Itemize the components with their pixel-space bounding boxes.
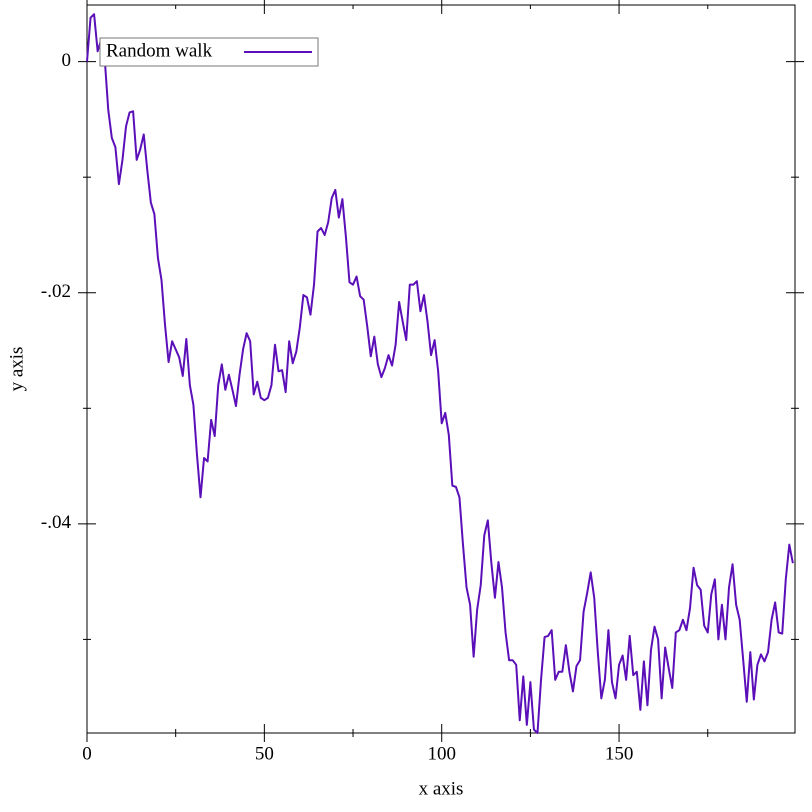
legend: Random walk bbox=[99, 37, 319, 67]
y-tick-label: -.02 bbox=[41, 281, 71, 302]
y-tick-label: 0 bbox=[62, 50, 72, 71]
data-line bbox=[86, 13, 794, 734]
x-tick-label: 150 bbox=[605, 743, 634, 764]
plot-frame bbox=[86, 4, 796, 734]
x-axis-label: x axis bbox=[419, 778, 464, 799]
x-tick-label: 50 bbox=[255, 743, 274, 764]
legend-label: Random walk bbox=[106, 40, 213, 61]
x-tick-label: 0 bbox=[82, 743, 92, 764]
x-tick-label: 100 bbox=[427, 743, 456, 764]
y-tick-label: -.04 bbox=[41, 512, 72, 533]
y-axis-label: y axis bbox=[6, 347, 27, 392]
